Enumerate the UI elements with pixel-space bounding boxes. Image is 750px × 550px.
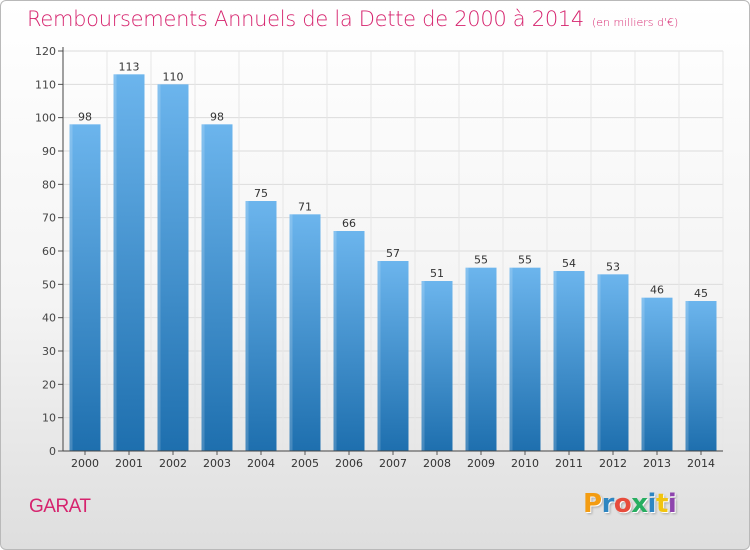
y-tick-label: 30 [42,345,56,358]
data-label: 46 [650,284,664,297]
logo-letter: i [667,489,677,519]
y-tick-label: 70 [42,212,56,225]
bar-2003 [201,124,233,451]
bar-2010 [509,267,541,451]
x-tick-label: 2012 [599,457,627,470]
y-tick-label: 120 [35,45,56,58]
proxiti-logo[interactable]: Proxiti [583,489,677,519]
data-label: 113 [119,60,140,73]
x-tick-label: 2009 [467,457,495,470]
x-tick-label: 2005 [291,457,319,470]
x-tick-label: 2006 [335,457,363,470]
logo-letter: r [601,489,615,519]
bar-highlight [201,124,205,451]
bar-highlight [289,214,293,451]
y-tick-label: 80 [42,178,56,191]
data-label: 71 [298,200,312,213]
bar-highlight [465,267,469,451]
y-tick-label: 100 [35,112,56,125]
y-tick-label: 110 [35,78,56,91]
data-labels: 98 113 110 98 75 71 66 57 51 55 55 54 53 46 45 [78,60,708,300]
logo-letter: x [631,489,648,519]
x-tick-label: 2007 [379,457,407,470]
bar-highlight [377,261,381,451]
bar-highlight [685,301,689,451]
bar-2001 [113,74,145,451]
data-label: 98 [78,110,92,123]
bar-2006 [333,231,365,451]
data-label: 57 [386,247,400,260]
bar-highlight [333,231,337,451]
data-label: 55 [518,254,532,267]
bar-2011 [553,271,585,451]
y-tick-label: 40 [42,312,56,325]
logo-letter: o [613,489,632,519]
bar-highlight [69,124,73,451]
bar-highlight [553,271,557,451]
x-tick-label: 2001 [115,457,143,470]
logo-letter: P [583,489,602,519]
x-tick-label: 2011 [555,457,583,470]
x-tick-label: 2008 [423,457,451,470]
y-tick-label: 20 [42,378,56,391]
bar-2000 [69,124,101,451]
chart-unit-text: (en milliers d'€) [592,16,679,29]
bar-2013 [641,297,673,451]
chart-title-text: Remboursements Annuels de la Dette de 20… [27,7,584,31]
data-label: 45 [694,287,708,300]
bar-2005 [289,214,321,451]
y-tick-label: 50 [42,278,56,291]
x-tick-label: 2010 [511,457,539,470]
bar-2007 [377,261,409,451]
bar-2012 [597,274,629,451]
bar-2008 [421,281,453,451]
x-tick-label: 2002 [159,457,187,470]
x-tick-label: 2004 [247,457,275,470]
data-label: 53 [606,260,620,273]
data-label: 110 [163,70,184,83]
bar-highlight [421,281,425,451]
data-label: 98 [210,110,224,123]
commune-name: GARAT [29,496,91,517]
x-tick-label: 2000 [71,457,99,470]
data-label: 54 [562,257,576,270]
chart-title: Remboursements Annuels de la Dette de 20… [27,7,678,31]
data-label: 66 [342,217,356,230]
bar-highlight [641,297,645,451]
logo-letter: i [647,489,657,519]
bar-2009 [465,267,497,451]
x-tick-label: 2013 [643,457,671,470]
axes: 0 10 20 30 40 50 60 70 80 90 100 110 120 2000 2001 2002… [35,45,723,470]
bar-2004 [245,201,277,451]
y-tick-label: 90 [42,145,56,158]
bar-highlight [157,84,161,451]
bar-2014 [685,301,717,451]
data-label: 75 [254,187,268,200]
bar-highlight [113,74,117,451]
logo-letter: t [655,489,668,519]
data-label: 55 [474,254,488,267]
bar-2002 [157,84,189,451]
y-tick-label: 10 [42,412,56,425]
y-tick-label: 0 [49,445,56,458]
bar-highlight [509,267,513,451]
bar-highlight [245,201,249,451]
x-tick-label: 2014 [687,457,715,470]
bar-highlight [597,274,601,451]
bars [69,74,717,451]
y-tick-label: 60 [42,245,56,258]
data-label: 51 [430,267,444,280]
x-tick-label: 2003 [203,457,231,470]
